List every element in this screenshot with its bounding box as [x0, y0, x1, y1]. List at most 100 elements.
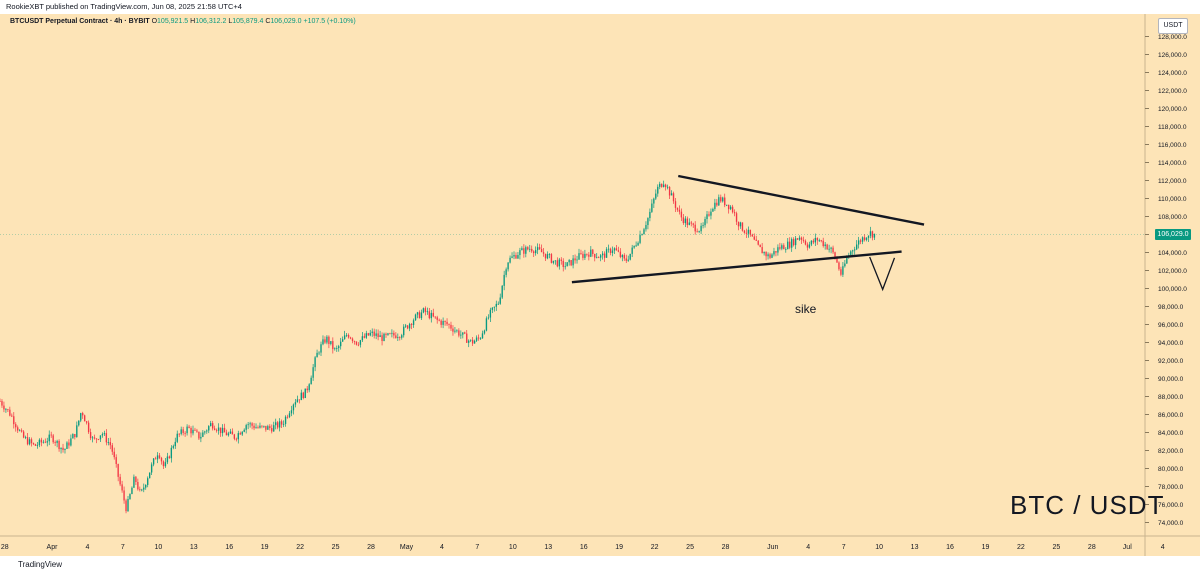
- candle-body: [779, 247, 781, 249]
- candle-body: [304, 388, 306, 399]
- candle-body: [310, 377, 312, 385]
- price-chart[interactable]: 74,000.0 76,000.0 78,000.0 80,000.0 82,000.0…: [0, 14, 1200, 556]
- candle-body: [300, 392, 303, 401]
- candle-body: [28, 439, 31, 445]
- candle-body: [373, 331, 375, 336]
- candle-body: [735, 213, 738, 222]
- candle-body: [718, 197, 720, 206]
- x-tick-label: 13: [544, 544, 552, 551]
- candle-body: [5, 409, 7, 411]
- candle-body: [148, 472, 151, 479]
- y-tick-label: 94,000.0: [1158, 340, 1184, 347]
- candle-body: [859, 240, 862, 242]
- candle-body: [814, 237, 817, 243]
- symbol-name: BTCUSDT Perpetual Contract · 4h · BYBIT: [10, 18, 150, 25]
- candle-body: [637, 242, 639, 246]
- y-tick-label: 118,000.0: [1158, 124, 1187, 131]
- candle-body: [493, 306, 496, 308]
- y-tick-label: 84,000.0: [1158, 430, 1184, 437]
- candle-body: [85, 421, 88, 423]
- candle-body: [172, 446, 174, 448]
- candle-body: [810, 240, 813, 245]
- y-tick-label: 102,000.0: [1158, 268, 1187, 275]
- candle-body: [247, 424, 249, 426]
- candle-body: [733, 212, 736, 214]
- candle-body: [328, 336, 330, 344]
- candle-body: [596, 257, 598, 259]
- candle-body: [536, 247, 539, 251]
- candle-body: [251, 423, 253, 426]
- candle-body: [280, 421, 283, 425]
- candle-body: [133, 476, 135, 488]
- candle-body: [659, 183, 661, 187]
- candle-body: [103, 433, 106, 435]
- candle-body: [316, 352, 318, 358]
- candle-body: [757, 240, 759, 245]
- candle-body: [52, 435, 54, 443]
- candle-body: [182, 429, 184, 433]
- candle-body: [820, 240, 822, 242]
- candle-body: [290, 410, 293, 414]
- candle-body: [22, 431, 25, 438]
- currency-unit-button[interactable]: USDT: [1158, 18, 1188, 34]
- candle-body: [456, 330, 458, 332]
- candle-body: [219, 427, 222, 434]
- candle-body: [487, 317, 490, 319]
- y-tick-label: 86,000.0: [1158, 412, 1184, 419]
- candle-body: [24, 437, 27, 438]
- candle-body: [158, 455, 161, 458]
- candle-body: [664, 184, 667, 188]
- candle-body: [334, 348, 336, 350]
- candle-body: [791, 239, 793, 248]
- candle-body: [137, 481, 139, 490]
- candle-body: [288, 413, 291, 418]
- candle-body: [204, 431, 206, 433]
- y-tick-label: 92,000.0: [1158, 358, 1184, 365]
- candle-body: [174, 441, 176, 447]
- candle-body: [615, 248, 618, 251]
- low-value: 105,879.4: [232, 18, 264, 25]
- candle-body: [162, 461, 165, 467]
- candle-body: [670, 193, 673, 196]
- candle-body: [345, 334, 348, 336]
- candle-body: [781, 245, 783, 249]
- candle-body: [696, 231, 698, 233]
- candle-body: [798, 237, 801, 240]
- candle-body: [686, 218, 689, 225]
- candle-body: [662, 184, 665, 187]
- candle-body: [759, 244, 761, 248]
- candle-body: [645, 225, 647, 230]
- x-tick-label: 25: [686, 544, 694, 551]
- chart-area[interactable]: 74,000.0 76,000.0 78,000.0 80,000.0 82,000.0…: [0, 14, 1200, 556]
- candle-body: [538, 247, 541, 249]
- candle-body: [198, 431, 200, 439]
- candle-body: [531, 248, 533, 252]
- candle-body: [1, 401, 3, 406]
- candle-body: [802, 239, 805, 241]
- y-tick-label: 112,000.0: [1158, 178, 1187, 185]
- candle-body: [489, 309, 492, 318]
- candle-body: [700, 225, 702, 232]
- candle-body: [412, 320, 415, 325]
- candle-body: [239, 433, 241, 435]
- candle-body: [704, 219, 706, 226]
- candle-body: [318, 352, 320, 354]
- candle-body: [60, 447, 62, 450]
- lower-trendline: [571, 250, 902, 284]
- close-label: C: [265, 18, 271, 25]
- candle-body: [353, 341, 356, 342]
- candle-body: [452, 328, 454, 332]
- candle-body: [747, 229, 750, 234]
- candle-body: [154, 458, 157, 460]
- x-tick-label: 16: [225, 544, 233, 551]
- y-tick-label: 76,000.0: [1158, 502, 1184, 509]
- candle-body: [83, 415, 86, 422]
- candle-body: [135, 476, 137, 482]
- candle-body: [7, 409, 9, 411]
- candle-body: [389, 333, 391, 335]
- candle-body: [212, 423, 214, 429]
- candle-body: [371, 331, 373, 333]
- candle-body: [56, 440, 58, 443]
- candle-body: [743, 230, 746, 233]
- candle-body: [631, 247, 633, 254]
